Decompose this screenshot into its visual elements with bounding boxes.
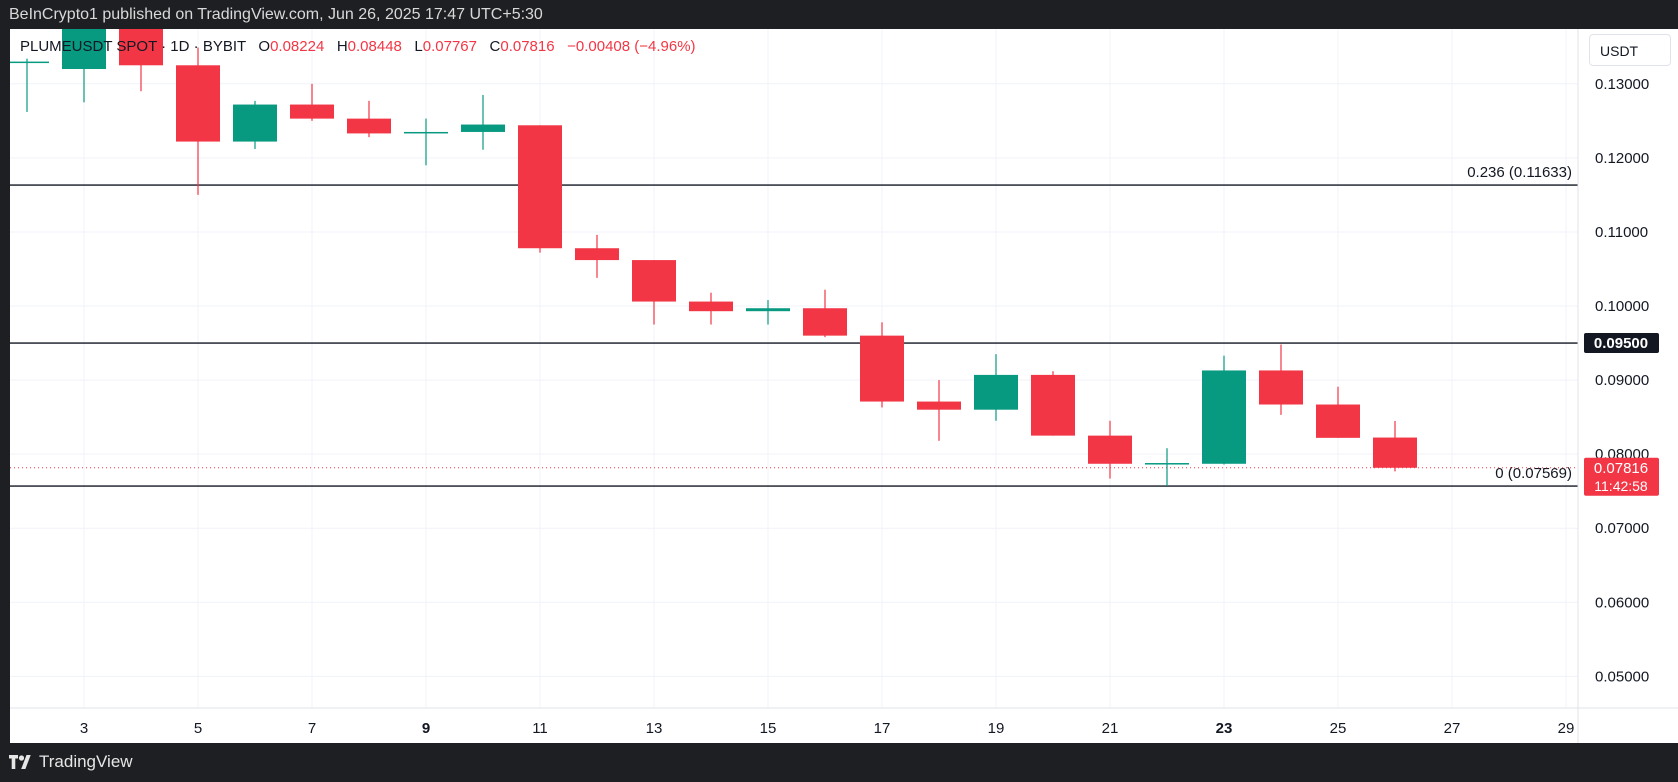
brand-name: TradingView [39, 752, 133, 771]
low-label: L [414, 38, 423, 55]
high-value: 0.08448 [347, 38, 402, 55]
high-label: H [336, 38, 348, 55]
tradingview-logo-icon [9, 755, 31, 769]
close-value: 0.07816 [500, 38, 555, 55]
symbol-name[interactable]: PLUMEUSDT SPOT · 1D · BYBIT [20, 38, 246, 55]
close-label: C [489, 38, 501, 55]
chart-panel[interactable] [10, 29, 1678, 743]
footer-bar: TradingView [0, 743, 1678, 782]
tradingview-logo[interactable]: TradingView [9, 752, 133, 772]
low-value: 0.07767 [422, 38, 477, 55]
change-value: −0.00408 (−4.96%) [567, 38, 696, 55]
publish-info: BeInCrypto1 published on TradingView.com… [9, 6, 543, 23]
open-label: O [258, 38, 271, 55]
publish-header: BeInCrypto1 published on TradingView.com… [0, 0, 1678, 29]
currency-selector[interactable]: USDT [1589, 34, 1671, 66]
symbol-legend: PLUMEUSDT SPOT · 1D · BYBIT O0.08224 H0.… [20, 38, 696, 55]
open-value: 0.08224 [270, 38, 325, 55]
